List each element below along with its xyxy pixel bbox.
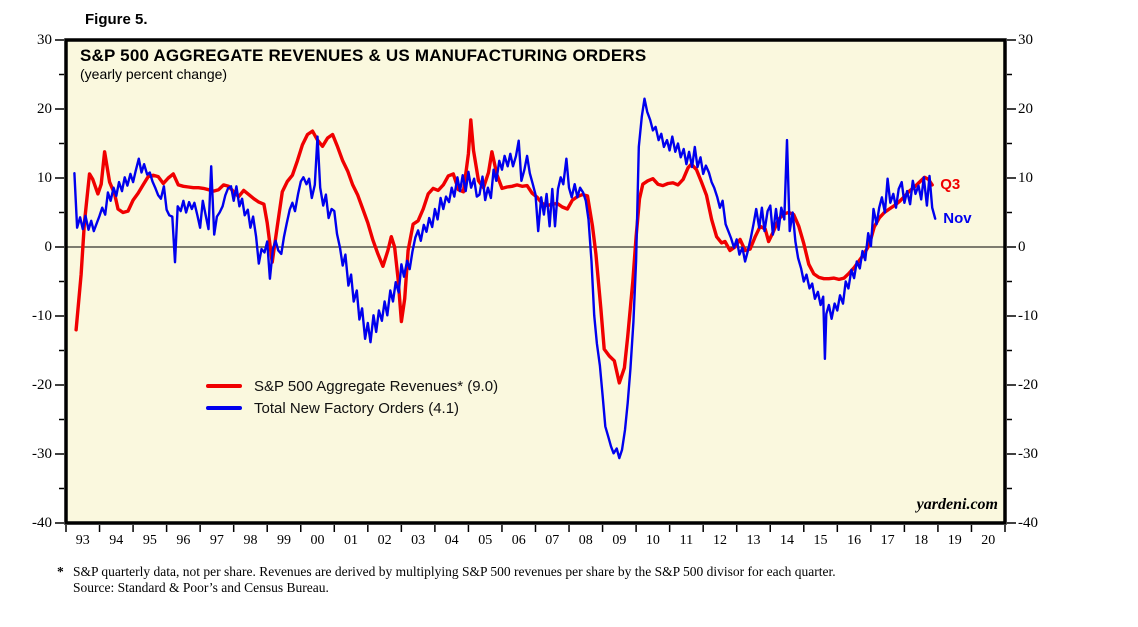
x-axis-year-label: 11 [679,533,694,548]
revenues-line [74,118,934,385]
x-axis-year-label: 15 [813,533,828,548]
chart-subtitle: (yearly percent change) [80,66,228,82]
x-axis-year-label: 03 [411,533,426,548]
plot-border [64,38,1007,525]
x-axis-year-label: 05 [478,533,493,548]
x-axis-year-label: 20 [981,533,996,548]
x-axis-year-label: 00 [310,533,325,548]
x-axis-year-label: 06 [511,533,526,548]
revenues-end-label: Q3 [940,175,961,193]
legend-item-orders: Total New Factory Orders (4.1) [206,397,498,419]
y-axis-label-left: 30 [37,32,52,48]
x-axis-year-label: 93 [75,533,90,548]
y-axis-label-left: 20 [37,101,52,117]
x-axis-year-label: 98 [243,533,258,548]
orders-line-swatch [206,406,242,410]
x-axis-year-label: 95 [142,533,157,548]
y-axis-label-right: -40 [1018,515,1038,531]
footnote-source: Source: Standard & Poor’s and Census Bur… [73,580,329,595]
y-axis-label-right: -10 [1018,308,1038,324]
legend-item-revenues: S&P 500 Aggregate Revenues* (9.0) [206,375,498,397]
y-axis-label-right: 30 [1018,32,1033,48]
x-axis-year-label: 12 [712,533,727,548]
y-axis-label-right: 10 [1018,170,1033,186]
x-axis-year-label: 94 [109,533,124,548]
y-axis-label-left: -30 [32,446,52,462]
x-axis-year-label: 99 [276,533,291,548]
orders-line [73,97,937,460]
x-axis-year-label: 96 [176,533,191,548]
x-axis-year-label: 01 [344,533,359,548]
x-axis-year-label: 97 [209,533,224,548]
revenues-line-swatch [206,384,242,388]
x-axis-year-label: 17 [880,533,895,548]
y-axis-label-right: -20 [1018,377,1038,393]
y-axis-label-right: 0 [1018,239,1026,255]
legend-label-revenues: S&P 500 Aggregate Revenues* (9.0) [254,377,499,395]
legend: S&P 500 Aggregate Revenues* (9.0) Total … [206,375,498,419]
x-axis-year-label: 04 [444,533,459,548]
orders-end-label: Nov [943,209,972,227]
y-axis-label-left: 0 [44,239,53,255]
footnote: * S&P quarterly data, not per share. Rev… [57,564,1117,596]
footnote-text: S&P quarterly data, not per share. Reven… [73,564,836,579]
y-axis-label-right: -30 [1018,446,1038,462]
y-axis-label-left: -20 [32,377,52,393]
x-axis-year-label: 10 [645,533,660,548]
y-axis-label-right: 20 [1018,101,1033,117]
x-axis-year-label: 09 [612,533,627,548]
x-axis-year-label: 02 [377,533,392,548]
y-axis-label-left: -10 [32,308,52,324]
x-axis-year-label: 08 [578,533,593,548]
x-axis-year-label: 16 [847,533,862,548]
x-axis-year-label: 14 [780,533,795,548]
x-axis-year-label: 07 [545,533,560,548]
x-axis-year-label: 19 [947,533,962,548]
y-axis-label-left: 10 [37,170,52,186]
watermark: yardeni.com [916,496,998,513]
footnote-marker: * [57,564,64,579]
figure-label: Figure 5. [85,11,148,28]
legend-label-orders: Total New Factory Orders (4.1) [254,399,460,417]
chart-title: S&P 500 AGGREGATE REVENUES & US MANUFACT… [80,46,647,65]
x-axis-year-label: 18 [914,533,929,548]
plot-background [66,40,1005,523]
x-axis-year-label: 13 [746,533,761,548]
y-axis-label-left: -40 [32,515,52,531]
